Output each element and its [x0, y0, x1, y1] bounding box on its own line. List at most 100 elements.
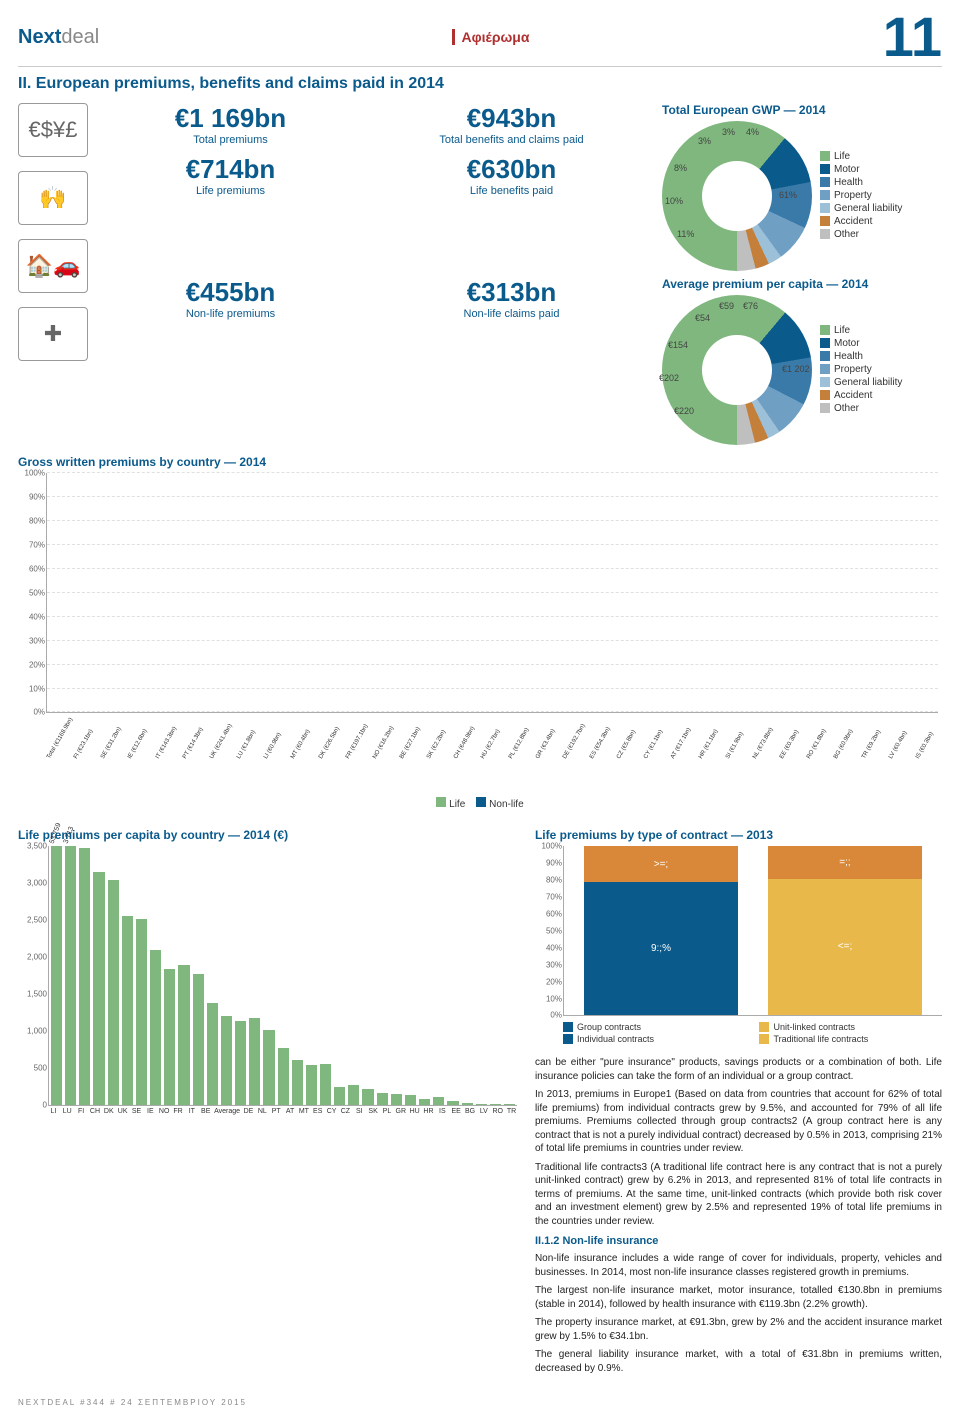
legend-item: Accident	[820, 216, 902, 227]
capita-xlabel: UK	[117, 1108, 128, 1115]
contract-legend-item: Unit-linked contracts	[759, 1022, 942, 1032]
capita-xlabel: GR	[395, 1108, 406, 1115]
kpi-total-benefits-value: €943bn	[381, 103, 642, 134]
ytick: 90%	[546, 859, 562, 868]
capita-bar	[504, 1104, 515, 1105]
capita-bar	[292, 1060, 303, 1106]
ytick: 80%	[29, 517, 45, 526]
donut-slice-label: €59	[719, 301, 734, 311]
capita-xlabel: DE	[243, 1108, 254, 1115]
kpi-total-premiums-label: Total premiums	[100, 134, 361, 146]
donut1-title: Total European GWP — 2014	[662, 103, 942, 117]
gwp-xlabel: SK (€2.2bn)	[426, 730, 447, 761]
gwp-xlabel: IE (€12.6bn)	[127, 729, 149, 761]
capita-bar	[334, 1087, 345, 1106]
kpi-nonlife-claims-label: Non-life claims paid	[381, 308, 642, 320]
legend-item: Other	[820, 229, 902, 240]
gwp-chart-title: Gross written premiums by country — 2014	[18, 455, 942, 469]
capita-xlabel: LU	[62, 1108, 73, 1115]
gwp-bar-chart: 0%10%20%30%40%50%60%70%80%90%100%	[46, 473, 938, 713]
capita-bar	[93, 872, 104, 1105]
ytick: 3,500	[27, 842, 47, 851]
capita-xlabel: IS	[437, 1108, 448, 1115]
donut-slice-label: €76	[743, 301, 758, 311]
ytick: 2,000	[27, 953, 47, 962]
capita-xlabel: LV	[478, 1108, 489, 1115]
gwp-xlabel: PL (€12.8bn)	[508, 728, 530, 761]
capita-xlabel: Average	[214, 1108, 240, 1115]
capita-xlabel: CY	[326, 1108, 337, 1115]
ytick: 0%	[550, 1011, 562, 1020]
capita-xlabel: LI	[48, 1108, 59, 1115]
capita-bar	[164, 969, 175, 1106]
ytick: 20%	[546, 977, 562, 986]
capita-bar-chart: 05001,0001,5002,0002,5003,0003,500	[48, 846, 517, 1106]
kpi-total-benefits-label: Total benefits and claims paid	[381, 134, 642, 146]
logo-sub: deal	[61, 26, 99, 48]
capita-bar	[263, 1030, 274, 1105]
capita-bar	[79, 848, 90, 1106]
ytick: 40%	[546, 943, 562, 952]
donut-slice-label: 3%	[698, 136, 711, 146]
body-p3: Traditional life contracts3 (A tradition…	[535, 1161, 942, 1229]
gwp-legend: Life Non-life	[18, 797, 942, 810]
capita-xlabel: FR	[173, 1108, 184, 1115]
ytick: 50%	[546, 926, 562, 935]
gwp-xlabel: DE (€192.7bn)	[562, 724, 587, 761]
capita-xlabel: DK	[103, 1108, 114, 1115]
body-h2: II.1.2 Non-life insurance	[535, 1234, 942, 1249]
capita-bar	[306, 1065, 317, 1105]
kpi-total-premiums-value: €1 169bn	[100, 103, 361, 134]
gwp-xlabel: IS (€0.3bn)	[915, 732, 935, 761]
donut-slice-label: €154	[668, 340, 688, 350]
capita-bar	[362, 1089, 373, 1105]
capita-xlabel: EE	[451, 1108, 462, 1115]
body-text: can be either "pure insurance" products,…	[535, 1056, 942, 1375]
capita-bar	[65, 846, 76, 1105]
donut-slice-label: 10%	[665, 196, 683, 206]
gwp-legend-nonlife: Non-life	[489, 799, 523, 810]
ytick: 40%	[29, 612, 45, 621]
ytick: 1,000	[27, 1027, 47, 1036]
kpi-nonlife-premiums-label: Non-life premiums	[100, 308, 361, 320]
contract-legend-item: Individual contracts	[563, 1034, 746, 1044]
capita-xlabel: PL	[382, 1108, 393, 1115]
gwp-xlabel: LU (€1.8bn)	[236, 730, 257, 760]
donut-slice-label: €54	[695, 313, 710, 323]
capita-bar	[207, 1003, 218, 1105]
gwp-legend-life: Life	[449, 799, 465, 810]
gwp-xlabel: PT (€14.3bn)	[182, 727, 205, 760]
capita-bar	[476, 1104, 487, 1106]
gwp-xlabel: SE (€31.2bn)	[100, 727, 123, 761]
legend-item: Health	[820, 177, 902, 188]
donut2-chart: €1 202€220€202€154€54€59€76	[662, 295, 812, 445]
donut2-title: Average premium per capita — 2014	[662, 277, 942, 291]
gwp-xlabel: LI (€0.9bn)	[263, 732, 283, 760]
gwp-xlabel: BE (€27.1bn)	[399, 727, 422, 761]
ytick: 3,000	[27, 879, 47, 888]
capita-xlabel: BG	[465, 1108, 476, 1115]
ytick: 70%	[546, 893, 562, 902]
ytick: 50%	[29, 588, 45, 597]
icon-column: €$¥£ 🙌 🏠🚗 ✚	[18, 103, 88, 445]
body-p6: The property insurance market, at €91.3b…	[535, 1316, 942, 1343]
ytick: 10%	[546, 994, 562, 1003]
capita-bar	[249, 1018, 260, 1105]
gwp-xlabel: ES (€54.3bn)	[589, 727, 612, 761]
gwp-xlabel: Total (€1168.9bn)	[46, 717, 74, 760]
contract-legend: Group contractsIndividual contractsUnit-…	[563, 1022, 942, 1046]
donut-slice-label: €1 202	[782, 364, 810, 374]
gwp-xlabel: NO (€16.2bn)	[372, 726, 395, 760]
footer: NEXTDEAL #344 # 24 ΣΕΠΤΕΜΒΡΙΟΥ 2015	[18, 1398, 942, 1407]
legend-item: Motor	[820, 164, 902, 175]
capita-bar	[221, 1016, 232, 1105]
donut-slice-label: €202	[659, 373, 679, 383]
legend-item: Other	[820, 403, 902, 414]
legend-item: Life	[820, 151, 902, 162]
capita-bar	[150, 950, 161, 1105]
capita-xlabel: IT	[186, 1108, 197, 1115]
capita-xlabel: SI	[354, 1108, 365, 1115]
capita-bar	[235, 1021, 246, 1105]
page-number: 11	[883, 12, 942, 62]
capita-xlabel: TR	[506, 1108, 517, 1115]
